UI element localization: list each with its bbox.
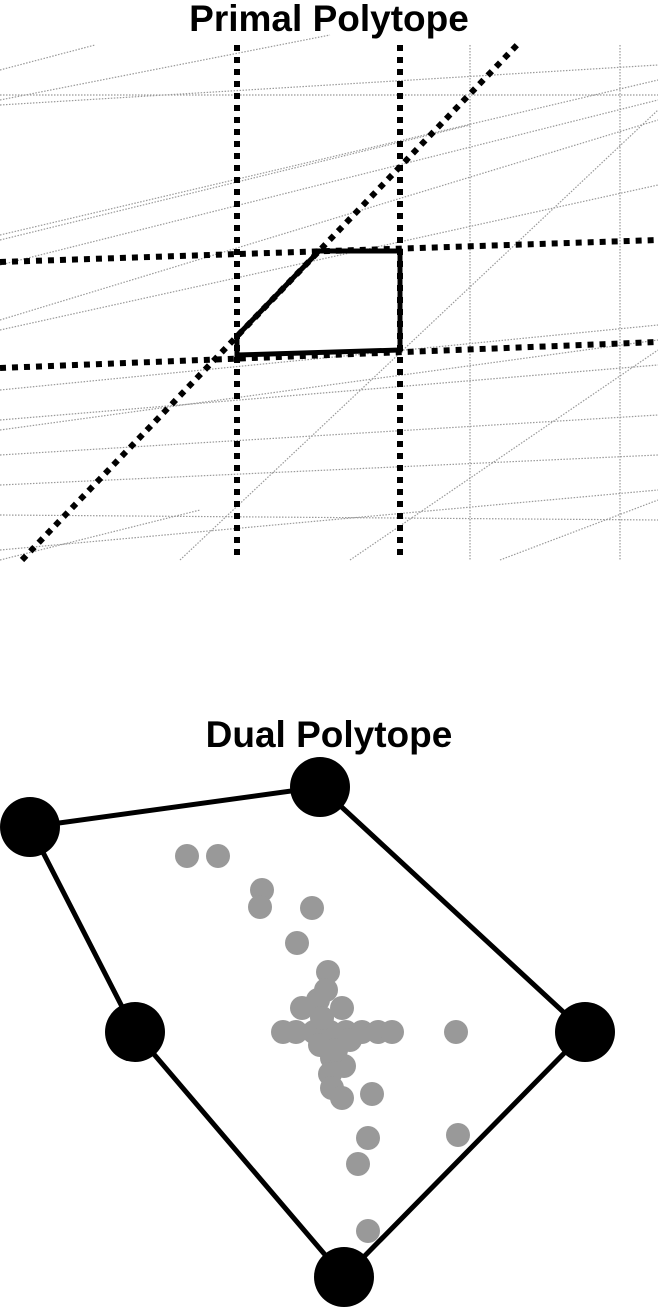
faint-constraint-line bbox=[0, 414, 658, 456]
dual-hull-vertex bbox=[290, 757, 350, 817]
dual-interior-points bbox=[175, 844, 470, 1243]
dual-interior-point bbox=[330, 996, 354, 1020]
faint-constraint-line bbox=[0, 99, 658, 266]
faint-constraint-line bbox=[499, 499, 658, 561]
dual-interior-point bbox=[284, 1020, 308, 1044]
dual-hull-vertex bbox=[314, 1247, 374, 1307]
faint-constraint-line bbox=[0, 184, 658, 331]
faint-constraint-line bbox=[179, 109, 658, 561]
primal-polytope-title: Primal Polytope bbox=[189, 0, 469, 39]
dual-interior-point bbox=[285, 931, 309, 955]
dual-interior-point bbox=[300, 896, 324, 920]
dual-interior-point bbox=[356, 1219, 380, 1243]
primal-polytope-diagram bbox=[0, 34, 658, 563]
faint-constraint-line bbox=[349, 349, 658, 561]
dual-interior-point bbox=[346, 1152, 370, 1176]
faint-constraint-line bbox=[0, 124, 471, 241]
dual-interior-point bbox=[316, 960, 340, 984]
faint-constraint-line bbox=[0, 64, 658, 106]
faint-constraint-line bbox=[0, 34, 331, 101]
dual-interior-point bbox=[324, 1038, 348, 1062]
dual-interior-point bbox=[360, 1082, 384, 1106]
dual-polytope-title: Dual Polytope bbox=[205, 714, 453, 755]
active-constraint-line bbox=[0, 339, 658, 371]
dual-hull-vertices bbox=[0, 757, 615, 1307]
dual-interior-point bbox=[356, 1126, 380, 1150]
primal-feasible-polygon bbox=[234, 248, 403, 358]
dual-interior-point bbox=[175, 844, 199, 868]
primal-faint-constraint-lines bbox=[0, 34, 658, 561]
faint-constraint-line bbox=[0, 339, 658, 431]
faint-constraint-line bbox=[0, 44, 96, 71]
dual-hull-vertex bbox=[0, 797, 60, 857]
dual-interior-point bbox=[444, 1020, 468, 1044]
dual-hull-vertex bbox=[105, 1002, 165, 1062]
dual-interior-point bbox=[446, 1123, 470, 1147]
faint-constraint-line bbox=[0, 489, 658, 551]
dual-hull-vertex bbox=[555, 1002, 615, 1062]
dual-interior-point bbox=[310, 1006, 334, 1030]
faint-constraint-line bbox=[0, 364, 658, 421]
dual-interior-point bbox=[206, 844, 230, 868]
dual-interior-point bbox=[290, 996, 314, 1020]
faint-constraint-line bbox=[0, 119, 658, 321]
dual-interior-point bbox=[248, 895, 272, 919]
dual-interior-point bbox=[380, 1020, 404, 1044]
dual-hull-edges bbox=[26, 784, 589, 1281]
dual-interior-point bbox=[330, 1086, 354, 1110]
